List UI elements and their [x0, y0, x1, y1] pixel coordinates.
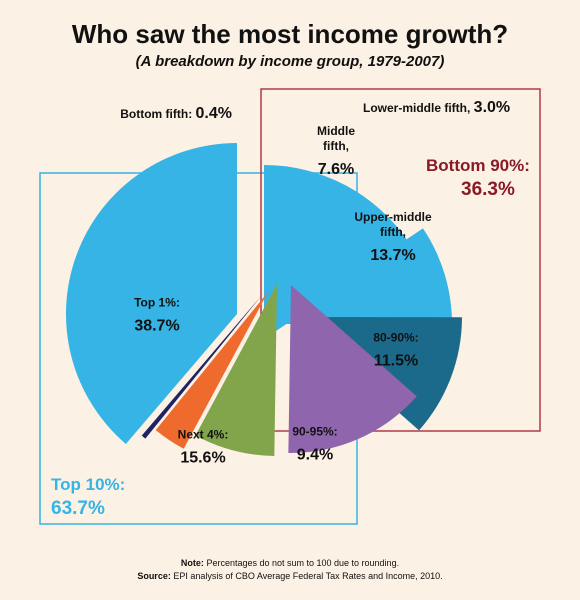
- pie-slice-4: [288, 285, 417, 454]
- footer-source: Source: EPI analysis of CBO Average Fede…: [137, 571, 442, 581]
- slice-label-7: Bottom fifth: 0.4%: [120, 105, 232, 122]
- chart-title: Who saw the most income growth?: [72, 19, 508, 49]
- slice-label-0: Top 1%: 38.7%: [134, 296, 180, 335]
- pie-slice-5: [195, 284, 277, 456]
- pie-slice-7: [141, 295, 262, 439]
- footer-source-label: Source:: [137, 571, 171, 581]
- footer-note-label: Note:: [181, 558, 204, 568]
- top10-group-value: 63.7%: [51, 498, 105, 519]
- footer-note-text: Percentages do not sum to 100 due to rou…: [206, 558, 399, 568]
- slice-label-3: 80-90%: 11.5%: [373, 331, 418, 370]
- chart-subtitle: (A breakdown by income group, 1979-2007): [136, 53, 445, 70]
- pie-slice-2: [280, 228, 453, 325]
- slice-label-6: Lower-middle fifth, 3.0%: [363, 99, 510, 116]
- pie-slices: [65, 143, 462, 456]
- footer-source-text: EPI analysis of CBO Average Federal Tax …: [173, 571, 442, 581]
- bottom90-group-label: Bottom 90%:: [426, 156, 530, 175]
- footer-note: Note: Percentages do not sum to 100 due …: [181, 558, 399, 568]
- slice-label-5: Middle fifth, 7.6%: [317, 124, 355, 178]
- top10-group-label: Top 10%:: [51, 475, 125, 494]
- slice-label-4: Upper-middle fifth, 13.7%: [354, 210, 432, 264]
- slice-label-1: Next 4%: 15.6%: [178, 428, 229, 467]
- pie-labels: Top 1%: 38.7% Next 4%: 15.6% 90-95%: 9.4% 80-9…: [120, 99, 510, 467]
- slice-label-2: 90-95%: 9.4%: [292, 425, 337, 464]
- pie-slice-0: [65, 143, 237, 444]
- pie-slice-6: [155, 292, 268, 449]
- bottom90-group-value: 36.3%: [461, 179, 515, 200]
- bottom90-group-frame: [260, 88, 541, 432]
